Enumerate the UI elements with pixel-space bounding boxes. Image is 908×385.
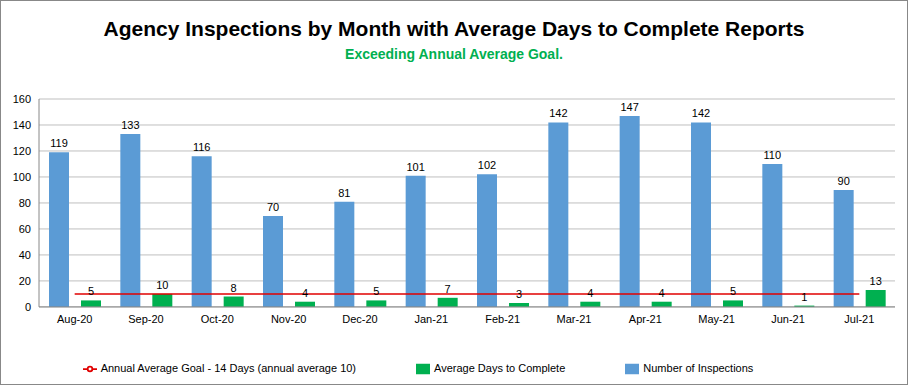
html-text:Agency Inspections by Month wi: Agency Inspections by Month with Average… bbox=[103, 17, 805, 40]
svg-text:142: 142 bbox=[692, 107, 710, 119]
svg-text:Mar-21: Mar-21 bbox=[557, 313, 592, 325]
svg-text:119: 119 bbox=[50, 137, 68, 149]
svg-text:Jan-21: Jan-21 bbox=[415, 313, 449, 325]
svg-text:160: 160 bbox=[13, 93, 31, 105]
svg-text:8: 8 bbox=[231, 282, 237, 294]
svg-text:Dec-20: Dec-20 bbox=[342, 313, 377, 325]
svg-text:140: 140 bbox=[13, 119, 31, 131]
svg-text:110: 110 bbox=[764, 149, 782, 161]
svg-text:70: 70 bbox=[267, 201, 279, 213]
svg-text:May-21: May-21 bbox=[698, 313, 735, 325]
svg-text:7: 7 bbox=[445, 283, 451, 295]
svg-text:4: 4 bbox=[659, 287, 665, 299]
svg-text:60: 60 bbox=[19, 223, 31, 235]
svg-text:Jun-21: Jun-21 bbox=[771, 313, 805, 325]
svg-text:0: 0 bbox=[25, 301, 31, 313]
svg-text:81: 81 bbox=[338, 187, 350, 199]
svg-text:13: 13 bbox=[870, 275, 882, 287]
html-text:Number of Inspections: Number of Inspections bbox=[643, 361, 754, 374]
svg-text:10: 10 bbox=[156, 279, 168, 291]
svg-text:80: 80 bbox=[19, 197, 31, 209]
svg-text:133: 133 bbox=[121, 119, 139, 131]
svg-text:102: 102 bbox=[478, 159, 496, 171]
svg-text:3: 3 bbox=[516, 288, 522, 300]
svg-text:147: 147 bbox=[620, 101, 638, 113]
svg-text:100: 100 bbox=[13, 171, 31, 183]
html-text:Average Days to Complete: Average Days to Complete bbox=[434, 361, 566, 374]
svg-text:5: 5 bbox=[730, 285, 736, 297]
svg-text:Oct-20: Oct-20 bbox=[201, 313, 234, 325]
html-text:Exceeding Annual Average Goal.: Exceeding Annual Average Goal. bbox=[345, 46, 563, 62]
svg-text:1: 1 bbox=[801, 291, 807, 303]
svg-text:5: 5 bbox=[88, 285, 94, 297]
svg-text:40: 40 bbox=[19, 249, 31, 261]
svg-text:Nov-20: Nov-20 bbox=[271, 313, 306, 325]
svg-text:4: 4 bbox=[587, 287, 593, 299]
svg-text:142: 142 bbox=[549, 107, 567, 119]
svg-text:Sep-20: Sep-20 bbox=[128, 313, 163, 325]
svg-text:101: 101 bbox=[406, 161, 424, 173]
svg-text:20: 20 bbox=[19, 275, 31, 287]
svg-text:90: 90 bbox=[838, 175, 850, 187]
svg-text:Feb-21: Feb-21 bbox=[485, 313, 520, 325]
svg-text:120: 120 bbox=[13, 145, 31, 157]
svg-text:Jul-21: Jul-21 bbox=[844, 313, 874, 325]
svg-text:4: 4 bbox=[302, 287, 308, 299]
svg-text:116: 116 bbox=[193, 141, 211, 153]
html-text:Annual Average Goal - 14 Days: Annual Average Goal - 14 Days (annual av… bbox=[100, 361, 356, 374]
svg-text:Aug-20: Aug-20 bbox=[57, 313, 92, 325]
svg-text:5: 5 bbox=[373, 285, 379, 297]
svg-text:Apr-21: Apr-21 bbox=[629, 313, 662, 325]
